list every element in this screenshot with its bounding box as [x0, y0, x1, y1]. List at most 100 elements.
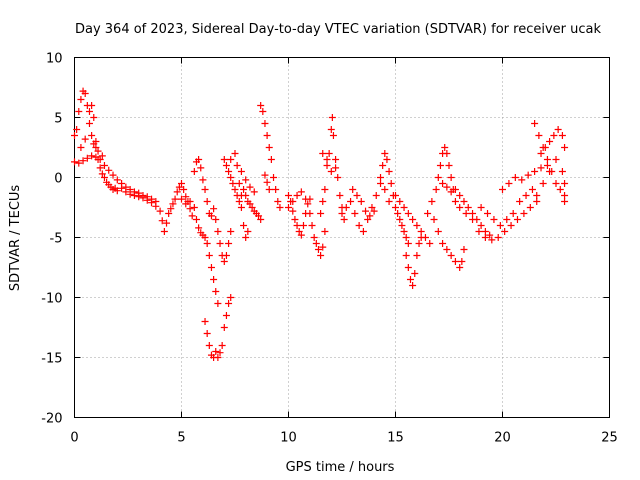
y-axis-label: SDTVAR / TECUs: [8, 185, 23, 292]
data-point: [428, 198, 436, 205]
data-point: [533, 192, 541, 199]
data-point: [79, 157, 87, 165]
data-point: [75, 159, 83, 167]
data-point: [531, 120, 539, 127]
data-point: [214, 354, 222, 361]
data-point: [402, 252, 410, 259]
data-point: [443, 150, 451, 157]
data-point: [178, 195, 185, 203]
data-point: [413, 252, 421, 259]
data-point: [212, 348, 220, 355]
data-point: [148, 195, 156, 203]
data-point: [308, 222, 316, 229]
data-point: [235, 198, 243, 205]
data-point: [381, 186, 389, 193]
data-point: [406, 276, 414, 283]
data-point: [225, 300, 233, 307]
data-point: [289, 207, 297, 215]
data-point: [409, 216, 417, 223]
data-point: [180, 186, 188, 193]
data-point: [231, 150, 239, 157]
data-point: [227, 228, 235, 235]
data-point: [237, 204, 245, 211]
data-point: [199, 176, 207, 184]
data-point: [400, 228, 408, 235]
data-point: [513, 216, 521, 223]
data-point: [218, 342, 226, 349]
data-point: [71, 158, 78, 166]
data-point: [439, 180, 447, 187]
data-point: [100, 162, 108, 169]
data-point: [426, 240, 434, 247]
data-point: [460, 198, 468, 205]
data-point: [190, 204, 198, 211]
data-point: [259, 108, 267, 115]
data-point: [383, 156, 391, 163]
data-point: [332, 156, 340, 163]
data-point: [477, 204, 485, 211]
data-point: [370, 207, 378, 215]
data-point: [334, 174, 342, 181]
data-point: [507, 222, 515, 229]
data-point: [265, 144, 273, 151]
data-point: [520, 210, 528, 217]
data-point: [203, 240, 211, 247]
data-point: [182, 193, 190, 201]
data-point: [477, 222, 485, 229]
data-point: [85, 108, 93, 115]
data-point: [537, 150, 545, 157]
data-point: [509, 210, 517, 217]
data-point: [210, 205, 218, 213]
data-point: [447, 188, 455, 196]
data-point: [314, 246, 322, 253]
data-point: [240, 186, 248, 193]
data-point: [130, 188, 138, 196]
data-point: [90, 114, 98, 121]
data-point: [456, 192, 464, 199]
data-point: [175, 183, 183, 191]
data-point: [445, 162, 453, 169]
data-point: [285, 192, 292, 199]
data-point: [552, 156, 560, 163]
data-point: [321, 186, 329, 193]
data-point: [436, 162, 444, 169]
data-point: [486, 231, 494, 239]
data-point: [222, 252, 230, 259]
data-point: [404, 210, 412, 217]
data-point: [205, 342, 213, 349]
y-tick-label: -15: [41, 352, 62, 367]
data-point: [481, 234, 489, 241]
data-point: [387, 180, 395, 187]
data-point: [77, 96, 85, 103]
data-point: [535, 132, 543, 139]
data-point: [323, 162, 331, 169]
data-point: [329, 132, 337, 139]
data-point: [451, 258, 459, 265]
data-point: [248, 204, 256, 211]
data-point: [222, 162, 230, 169]
data-point: [327, 168, 335, 175]
data-point: [113, 176, 121, 184]
data-point: [178, 180, 185, 187]
data-point: [443, 246, 451, 253]
y-tick-label: 5: [54, 112, 62, 127]
data-point: [83, 154, 91, 162]
data-point: [411, 270, 419, 277]
data-point: [220, 156, 228, 163]
data-point: [201, 186, 209, 193]
data-point: [364, 216, 372, 223]
data-point: [372, 192, 380, 199]
x-tick-labels: 0 5 10 15 20 25: [70, 431, 617, 446]
x-tick-label: 5: [177, 431, 185, 446]
data-point: [494, 234, 502, 241]
data-point: [246, 200, 254, 208]
y-tick-labels: -20 -15 -10 -5 0 5 10: [41, 52, 62, 427]
data-point: [385, 168, 393, 175]
data-point: [552, 180, 560, 187]
data-point: [443, 183, 451, 191]
data-point: [451, 198, 459, 205]
data-point: [394, 210, 402, 217]
y-tick-label: -10: [41, 292, 62, 307]
data-point: [88, 102, 96, 109]
